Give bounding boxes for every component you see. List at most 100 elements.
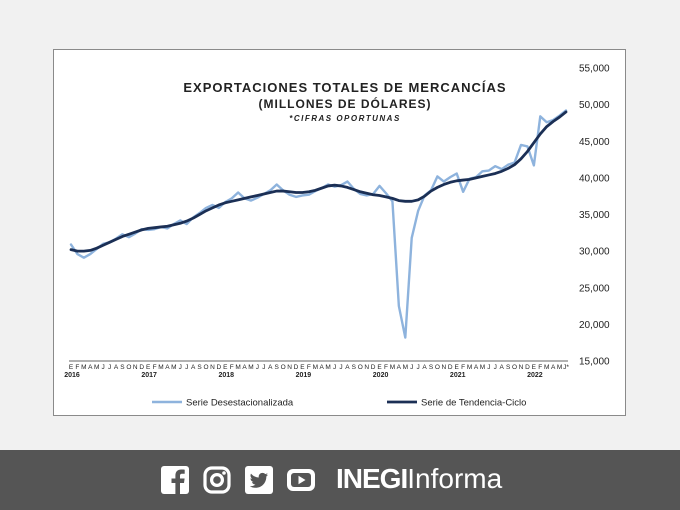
chart-note: *CIFRAS OPORTUNAS <box>289 114 401 123</box>
x-month-label: A <box>268 364 273 371</box>
x-month-label: J <box>339 364 342 371</box>
x-month-label: M <box>544 364 549 371</box>
x-month-label: S <box>120 364 125 371</box>
x-month-label: M <box>248 364 253 371</box>
chart-title: EXPORTACIONES TOTALES DE MERCANCÍAS <box>183 80 506 95</box>
x-month-label: N <box>210 364 215 371</box>
x-month-label: A <box>114 364 119 371</box>
x-month-label: D <box>139 364 144 371</box>
y-tick-label: 30,000 <box>579 247 610 258</box>
series-line-tendencia-ciclo <box>69 110 568 253</box>
x-month-label: M <box>235 364 240 371</box>
x-month-label: A <box>320 364 325 371</box>
x-month-label: E <box>455 364 460 371</box>
x-month-label: J <box>179 364 182 371</box>
x-month-label: M <box>158 364 163 371</box>
x-month-label: N <box>287 364 292 371</box>
series-layer <box>69 109 568 339</box>
x-month-label: A <box>500 364 505 371</box>
chart-frame: EXPORTACIONES TOTALES DE MERCANCÍAS (MIL… <box>53 49 626 416</box>
brand-logo[interactable]: INEGIInforma <box>336 461 502 497</box>
x-month-label: S <box>506 364 511 371</box>
x-month-label: F <box>461 364 465 371</box>
x-month-label: J <box>262 364 265 371</box>
x-month-label: F <box>75 364 79 371</box>
y-tick-label: 25,000 <box>579 283 610 294</box>
y-tick-label: 15,000 <box>579 357 610 368</box>
x-month-label: O <box>512 364 517 371</box>
y-tick-label: 50,000 <box>579 100 610 111</box>
x-month-label: N <box>133 364 138 371</box>
chart-axes: 15,000 20,000 25,000 30,000 35,000 40,000 45,0… <box>64 64 610 380</box>
x-month-label: F <box>153 364 157 371</box>
x-month-label: A <box>474 364 479 371</box>
brand-bold: INEGI <box>336 463 408 494</box>
x-month-label: J <box>185 364 188 371</box>
x-year-label: 2021 <box>450 372 466 379</box>
x-month-label: A <box>422 364 427 371</box>
instagram-icon[interactable] <box>203 466 231 494</box>
x-month-label: D <box>294 364 299 371</box>
x-month-label: E <box>146 364 151 371</box>
x-month-label: M <box>403 364 408 371</box>
x-month-label: O <box>435 364 440 371</box>
x-month-label: M <box>390 364 395 371</box>
x-month-label: M <box>313 364 318 371</box>
x-month-label: J <box>417 364 420 371</box>
x-month-label: J <box>410 364 413 371</box>
x-month-label: M <box>325 364 330 371</box>
x-month-label: A <box>345 364 350 371</box>
chart-subtitle: (MILLONES DE DÓLARES) <box>259 96 432 111</box>
x-month-label: M <box>81 364 86 371</box>
x-month-label: J <box>333 364 336 371</box>
x-month-label: M <box>94 364 99 371</box>
x-month-label: F <box>230 364 234 371</box>
x-year-label: 2022 <box>527 372 543 379</box>
x-month-label: E <box>223 364 228 371</box>
x-month-label: M <box>467 364 472 371</box>
x-month-label: S <box>275 364 280 371</box>
x-month-label: A <box>165 364 170 371</box>
x-year-label: 2019 <box>296 372 312 379</box>
x-month-label: A <box>551 364 556 371</box>
twitter-icon[interactable] <box>245 466 273 494</box>
youtube-icon[interactable] <box>287 466 315 494</box>
x-month-label: E <box>300 364 305 371</box>
x-month-label: D <box>448 364 453 371</box>
x-month-label: J <box>256 364 259 371</box>
x-month-label: J <box>487 364 490 371</box>
x-month-label: J <box>108 364 111 371</box>
x-month-label: F <box>307 364 311 371</box>
x-month-label: J <box>102 364 105 371</box>
x-month-label: A <box>397 364 402 371</box>
x-month-label: O <box>281 364 286 371</box>
x-month-label: F <box>384 364 388 371</box>
x-month-label: O <box>203 364 208 371</box>
x-month-label: S <box>197 364 202 371</box>
x-month-label: M <box>557 364 562 371</box>
x-month-label: A <box>191 364 196 371</box>
x-month-label: S <box>352 364 357 371</box>
x-month-label: N <box>442 364 447 371</box>
x-month-label: D <box>525 364 530 371</box>
x-month-label: S <box>429 364 434 371</box>
x-month-label: F <box>538 364 542 371</box>
series-line-desestacionalizada <box>69 109 568 339</box>
y-tick-label: 35,000 <box>579 210 610 221</box>
facebook-icon[interactable] <box>161 466 189 494</box>
x-month-label: O <box>358 364 363 371</box>
y-tick-label: 45,000 <box>579 137 610 148</box>
x-year-label: 2020 <box>373 372 389 379</box>
x-year-label: 2017 <box>141 372 157 379</box>
x-month-label: O <box>126 364 131 371</box>
chart-legend: Serie Desestacionalizada Serie de Tendenc… <box>152 398 526 409</box>
x-month-label: J* <box>563 364 569 371</box>
x-month-label: A <box>88 364 93 371</box>
x-month-label: E <box>69 364 74 371</box>
x-month-label: D <box>371 364 376 371</box>
legend-label: Serie Desestacionalizada <box>186 398 294 409</box>
x-year-label: 2016 <box>64 372 80 379</box>
y-tick-label: 55,000 <box>579 64 610 75</box>
x-month-label: J <box>494 364 497 371</box>
x-month-label: M <box>480 364 485 371</box>
